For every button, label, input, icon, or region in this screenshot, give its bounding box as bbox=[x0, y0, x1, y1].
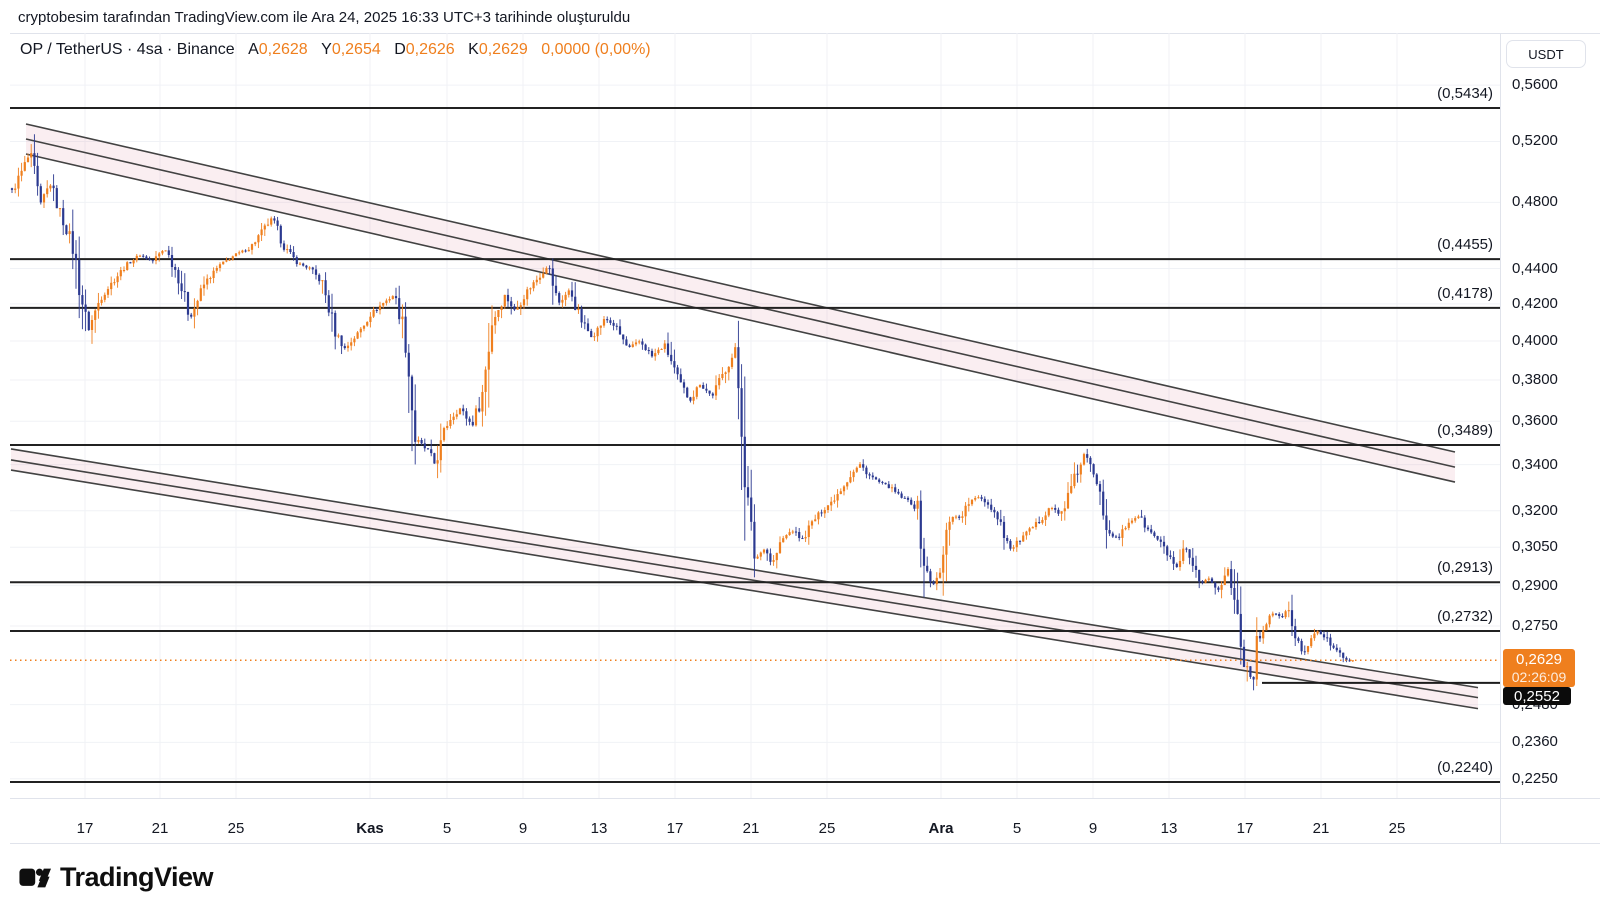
symbol-title[interactable]: OP / TetherUS · 4sa · Binance bbox=[20, 41, 235, 58]
open-label: A bbox=[248, 41, 259, 58]
trend-channel-line bbox=[10, 469, 1479, 710]
price-tick-label: 0,2750 bbox=[1512, 617, 1558, 635]
trend-channel-line bbox=[25, 153, 1456, 483]
tradingview-logo-icon bbox=[19, 868, 51, 887]
price-tick-label: 0,2360 bbox=[1512, 733, 1558, 751]
level-label: (0,2240) bbox=[1437, 759, 1493, 777]
price-tick-label: 0,4400 bbox=[1512, 259, 1558, 277]
high-value: 0,2654 bbox=[331, 41, 381, 58]
tradingview-logo-text: TradingView bbox=[60, 862, 214, 892]
low-value: 0,2626 bbox=[405, 41, 455, 58]
price-tick-label: 0,3400 bbox=[1512, 455, 1558, 473]
time-tick-label: 9 bbox=[518, 820, 528, 837]
alert-price-badge: 0,2552 bbox=[1503, 687, 1571, 705]
time-axis-bottom-border bbox=[10, 843, 1600, 844]
level-label: (0,2732) bbox=[1437, 608, 1493, 626]
last-price-badge: 0,2629 02:26:09 bbox=[1503, 649, 1575, 687]
time-tick-label: 21 bbox=[1312, 820, 1330, 837]
price-tick-label: 0,2250 bbox=[1512, 769, 1558, 787]
price-tick-label: 0,4800 bbox=[1512, 193, 1558, 211]
price-tick-label: 0,2900 bbox=[1512, 576, 1558, 594]
trend-channel-line bbox=[10, 459, 1479, 699]
trend-channel-line bbox=[25, 138, 1456, 468]
time-tick-label: 9 bbox=[1088, 820, 1098, 837]
price-tick-label: 0,4000 bbox=[1512, 332, 1558, 350]
price-tick-label: 0,3600 bbox=[1512, 412, 1558, 430]
trend-channel-line bbox=[25, 123, 1456, 453]
time-tick-label: 5 bbox=[1012, 820, 1022, 837]
level-label: (0,4178) bbox=[1437, 284, 1493, 302]
chart-legend[interactable]: OP / TetherUS · 4sa · Binance A0,2628 Y0… bbox=[20, 41, 651, 59]
price-tick-label: 0,5600 bbox=[1512, 76, 1558, 94]
time-tick-label: 25 bbox=[1388, 820, 1406, 837]
close-label: K bbox=[468, 41, 479, 58]
time-tick-label: 5 bbox=[442, 820, 452, 837]
trend-channel-line bbox=[10, 448, 1479, 689]
time-tick-label: 17 bbox=[1236, 820, 1254, 837]
last-price-value: 0,2629 bbox=[1516, 651, 1562, 668]
price-tick-label: 0,3200 bbox=[1512, 501, 1558, 519]
time-axis[interactable] bbox=[10, 799, 1500, 843]
time-tick-label: 21 bbox=[742, 820, 760, 837]
level-label: (0,2913) bbox=[1437, 559, 1493, 577]
price-tick-label: 0,3800 bbox=[1512, 371, 1558, 389]
change-value: 0,0000 (0,00%) bbox=[541, 41, 651, 58]
open-value: 0,2628 bbox=[258, 41, 308, 58]
attribution-text: cryptobesim tarafından TradingView.com i… bbox=[18, 9, 631, 26]
price-tick-label: 0,3050 bbox=[1512, 538, 1558, 556]
time-tick-label: 13 bbox=[590, 820, 608, 837]
currency-chip: USDT bbox=[1506, 40, 1586, 68]
level-label: (0,4455) bbox=[1437, 236, 1493, 254]
price-tick-label: 0,4200 bbox=[1512, 294, 1558, 312]
level-label: (0,5434) bbox=[1437, 85, 1493, 102]
time-tick-label: 13 bbox=[1160, 820, 1178, 837]
tradingview-logo[interactable]: TradingView bbox=[18, 862, 214, 893]
bar-countdown: 02:26:09 bbox=[1511, 669, 1567, 685]
level-label: (0,3489) bbox=[1437, 421, 1493, 439]
time-tick-label: 25 bbox=[818, 820, 836, 837]
time-axis-top-border bbox=[10, 798, 1600, 799]
price-tick-label: 0,5200 bbox=[1512, 132, 1558, 150]
chart-top-border bbox=[10, 33, 1600, 34]
time-tick-label: Ara bbox=[928, 820, 954, 837]
close-value: 0,2629 bbox=[478, 41, 528, 58]
high-label: Y bbox=[321, 41, 332, 58]
time-tick-label: 25 bbox=[227, 820, 245, 837]
time-tick-label: 17 bbox=[76, 820, 94, 837]
time-tick-label: 21 bbox=[151, 820, 169, 837]
time-tick-label: 17 bbox=[666, 820, 684, 837]
time-tick-label: Kas bbox=[356, 820, 384, 837]
price-axis-border bbox=[1500, 33, 1501, 843]
low-label: D bbox=[394, 41, 406, 58]
